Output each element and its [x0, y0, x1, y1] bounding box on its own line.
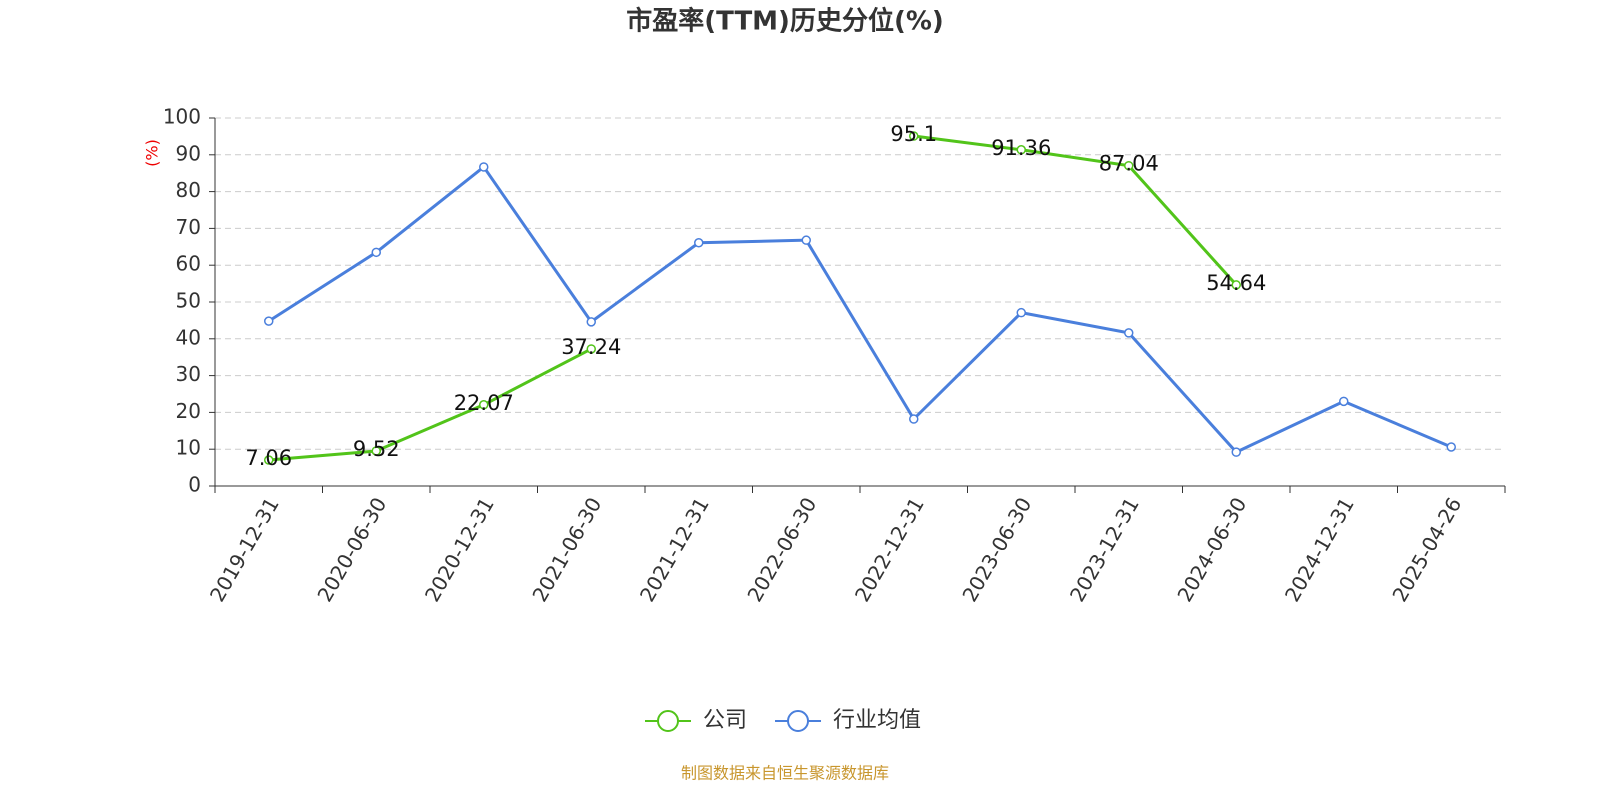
x-tick-label: 2021-12-31 [635, 493, 714, 606]
y-tick-label: 70 [176, 215, 201, 239]
y-tick-label: 40 [176, 325, 201, 349]
x-tick-label: 2022-06-30 [742, 493, 821, 606]
x-tick-label: 2021-06-30 [527, 493, 606, 606]
data-point [586, 317, 596, 327]
data-point [1446, 442, 1456, 452]
data-point [264, 455, 274, 465]
data-point [371, 446, 381, 456]
source-note: 制图数据来自恒生聚源数据库 [681, 764, 889, 783]
data-point [586, 344, 596, 354]
data-label: 7.06 [245, 446, 292, 470]
series-line [268, 347, 592, 462]
data-point [1016, 307, 1026, 318]
y-axis-label: (%) [143, 139, 162, 167]
x-tick-label: 2019-12-31 [205, 493, 284, 606]
data-point [694, 238, 704, 248]
data-point [479, 162, 489, 172]
data-point [1016, 145, 1026, 155]
y-tick-label: 10 [176, 436, 201, 460]
y-tick-label: 0 [188, 473, 201, 497]
x-tick-label: 2022-12-31 [850, 493, 929, 606]
data-label: 54.64 [1206, 271, 1266, 295]
data-point [1231, 280, 1241, 290]
series-line [913, 134, 1238, 286]
data-label: 22.07 [454, 391, 514, 415]
y-tick-label: 30 [176, 362, 201, 386]
y-tick-label: 80 [176, 178, 201, 202]
data-label: 87.04 [1099, 152, 1159, 176]
data-point [1124, 160, 1134, 171]
data-point [909, 414, 919, 424]
x-tick-label: 2023-12-31 [1065, 493, 1144, 606]
x-tick-label: 2024-12-31 [1280, 493, 1359, 606]
data-point [909, 131, 919, 141]
data-point [479, 400, 489, 410]
data-point [1231, 447, 1241, 457]
legend-label: 公司 [703, 708, 747, 733]
x-tick-label: 2025-04-26 [1387, 493, 1466, 606]
x-tick-label: 2023-06-30 [957, 493, 1036, 606]
y-tick-label: 100 [163, 105, 201, 129]
y-tick-label: 60 [176, 252, 201, 276]
y-tick-label: 20 [176, 399, 201, 423]
x-tick-label: 2024-06-30 [1172, 493, 1251, 606]
x-tick-label: 2020-12-31 [420, 493, 499, 606]
x-tick-label: 2020-06-30 [312, 493, 391, 606]
data-label: 37.24 [561, 335, 621, 359]
data-point [371, 247, 381, 258]
legend-marker [657, 710, 679, 732]
data-label: 9.52 [353, 437, 400, 461]
legend-marker [787, 710, 810, 732]
data-point [1124, 328, 1134, 338]
chart-title: 市盈率(TTM)历史分位(%) [626, 6, 944, 37]
series-line [267, 164, 1452, 454]
y-tick-label: 90 [176, 141, 201, 165]
data-point [1339, 396, 1349, 407]
data-point [264, 316, 274, 326]
legend-label: 行业均值 [833, 708, 921, 733]
data-point [801, 235, 811, 245]
y-tick-label: 50 [176, 289, 201, 313]
data-label: 91.36 [991, 136, 1051, 160]
data-label: 95.1 [890, 122, 937, 146]
